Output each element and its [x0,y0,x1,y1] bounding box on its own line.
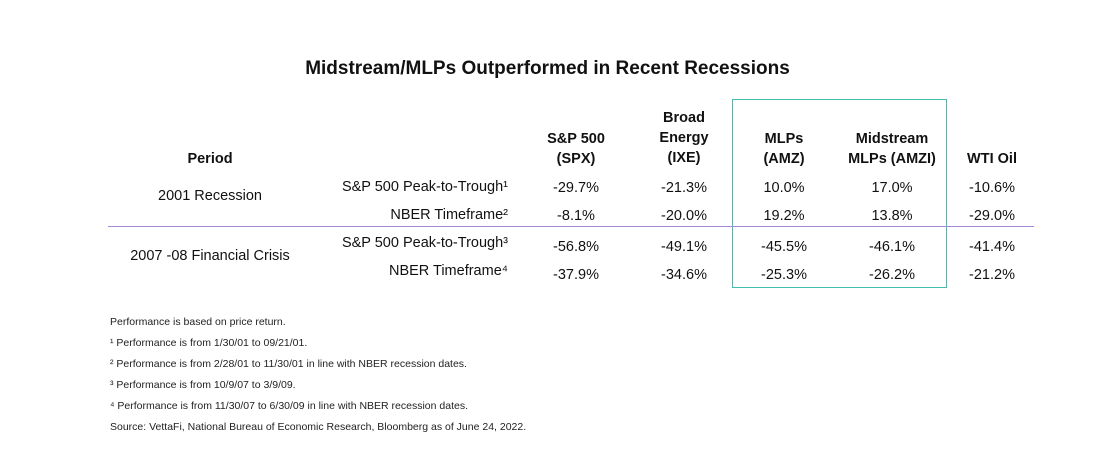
note-performance: Performance is based on price return. [110,316,286,328]
header-spx: S&P 500 (SPX) [547,131,605,167]
cell-spx: -8.1% [557,208,595,224]
cell-spx: -29.7% [553,180,599,196]
note-source: Source: VettaFi, National Bureau of Econ… [110,421,527,433]
period-label-2007: 2007 -08 Financial Crisis [130,248,290,264]
row-label: NBER Timeframe⁴ [388,263,508,279]
table-title: Midstream/MLPs Outperformed in Recent Re… [305,58,790,79]
cell-ixe: -49.1% [661,239,707,255]
cell-ixe: -34.6% [661,267,707,283]
note-1: ¹ Performance is from 1/30/01 to 09/21/0… [110,337,308,349]
header-amzi: Midstream MLPs (AMZI) [848,131,936,167]
cell-wti: -29.0% [969,208,1015,224]
cell-wti: -21.2% [969,267,1015,283]
cell-amz: -45.5% [761,239,807,255]
cell-amzi: 13.8% [871,208,913,224]
note-2: ² Performance is from 2/28/01 to 11/30/0… [110,358,467,370]
cell-amz: 10.0% [763,180,805,196]
header-amz: MLPs (AMZ) [763,131,805,167]
cell-ixe: -21.3% [661,180,707,196]
cell-spx: -56.8% [553,239,599,255]
cell-ixe: -20.0% [661,208,707,224]
header-ixe: Broad Energy (IXE) [659,110,709,166]
row-label: S&P 500 Peak-to-Trough³ [341,235,508,251]
group-divider [108,226,1034,227]
note-3: ³ Performance is from 10/9/07 to 3/9/09. [110,379,296,391]
row-label: S&P 500 Peak-to-Trough¹ [341,179,508,195]
cell-amz: -25.3% [761,267,807,283]
cell-spx: -37.9% [553,267,599,283]
header-wti: WTI Oil [967,151,1017,167]
period-label-2001: 2001 Recession [158,188,262,204]
cell-amzi: -26.2% [869,267,915,283]
header-period: Period [187,151,233,167]
cell-amzi: 17.0% [871,180,913,196]
cell-amzi: -46.1% [869,239,915,255]
cell-wti: -10.6% [969,180,1015,196]
mlp-highlight-box [732,99,947,288]
cell-wti: -41.4% [969,239,1015,255]
note-4: ⁴ Performance is from 11/30/07 to 6/30/0… [110,400,468,412]
row-label: NBER Timeframe² [390,207,508,223]
cell-amz: 19.2% [763,208,805,224]
